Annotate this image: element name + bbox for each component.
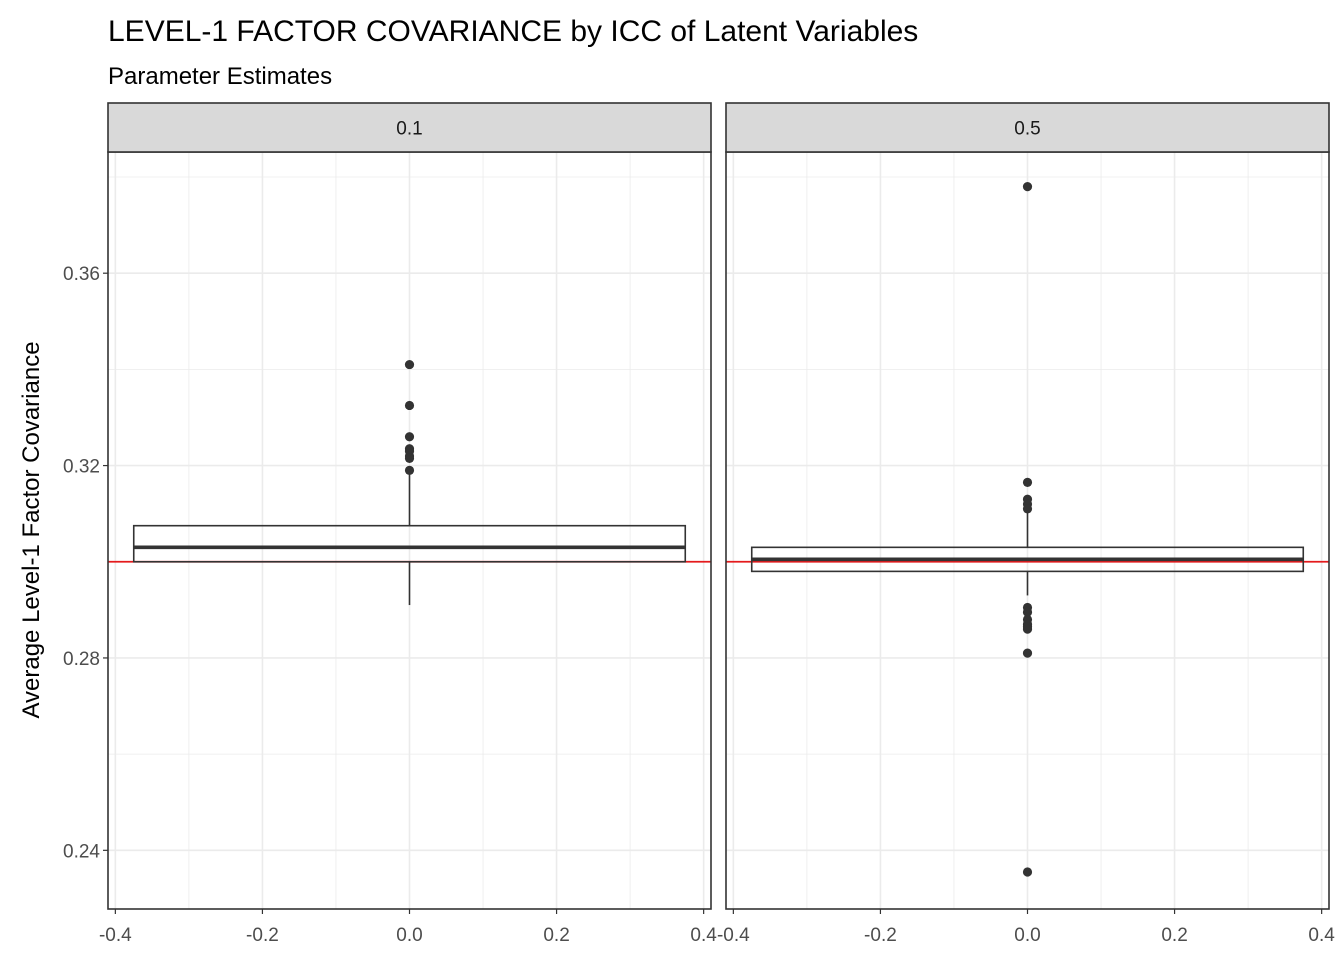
y-tick-label: 0.24 xyxy=(63,841,100,862)
chart-subtitle: Parameter Estimates xyxy=(108,63,332,90)
facet-strip xyxy=(725,102,1330,153)
outlier-point xyxy=(404,465,415,475)
x-tick-label: 0.2 xyxy=(543,925,569,946)
outlier-point xyxy=(404,432,415,442)
outlier-point xyxy=(1022,624,1033,634)
x-tick-label: 0.4 xyxy=(1308,925,1335,946)
box-iqr xyxy=(132,524,687,563)
x-tick-label: 0.4 xyxy=(690,925,717,946)
y-tick-label: 0.28 xyxy=(63,649,100,670)
chart-title: LEVEL-1 FACTOR COVARIANCE by ICC of Late… xyxy=(108,15,918,48)
x-tick-label: -0.4 xyxy=(717,925,750,946)
outlier-point xyxy=(404,359,415,370)
outlier-point xyxy=(1022,477,1033,488)
facet-panel-2: 0.5 -0.4 -0.2 0.0 0.2 0.4 xyxy=(717,102,1335,946)
facet-strip-label: 0.1 xyxy=(396,119,422,140)
outlier-point xyxy=(1022,648,1033,658)
x-tick-label: 0.0 xyxy=(1014,925,1040,946)
y-tick-label: 0.32 xyxy=(63,457,100,478)
facet-panel-1: 0.1 -0.4 -0.2 0.0 0.2 0.4 xyxy=(99,102,717,946)
outlier-point xyxy=(1022,182,1033,192)
x-tick-label: -0.2 xyxy=(864,925,897,946)
y-axis-label: Average Level-1 Factor Covariance xyxy=(18,341,45,718)
x-tick-label: -0.4 xyxy=(99,925,132,946)
outlier-point xyxy=(404,453,415,463)
x-tick-label: 0.0 xyxy=(396,925,422,946)
x-tick-label: -0.2 xyxy=(246,925,279,946)
outlier-point xyxy=(1022,504,1033,514)
outlier-point xyxy=(1022,607,1033,617)
facet-strip xyxy=(107,102,712,153)
outlier-point xyxy=(1022,867,1033,877)
y-tick-label: 0.36 xyxy=(63,264,100,285)
x-tick-label: 0.2 xyxy=(1161,925,1187,946)
outlier-point xyxy=(404,400,415,411)
facet-strip-label: 0.5 xyxy=(1014,119,1040,140)
